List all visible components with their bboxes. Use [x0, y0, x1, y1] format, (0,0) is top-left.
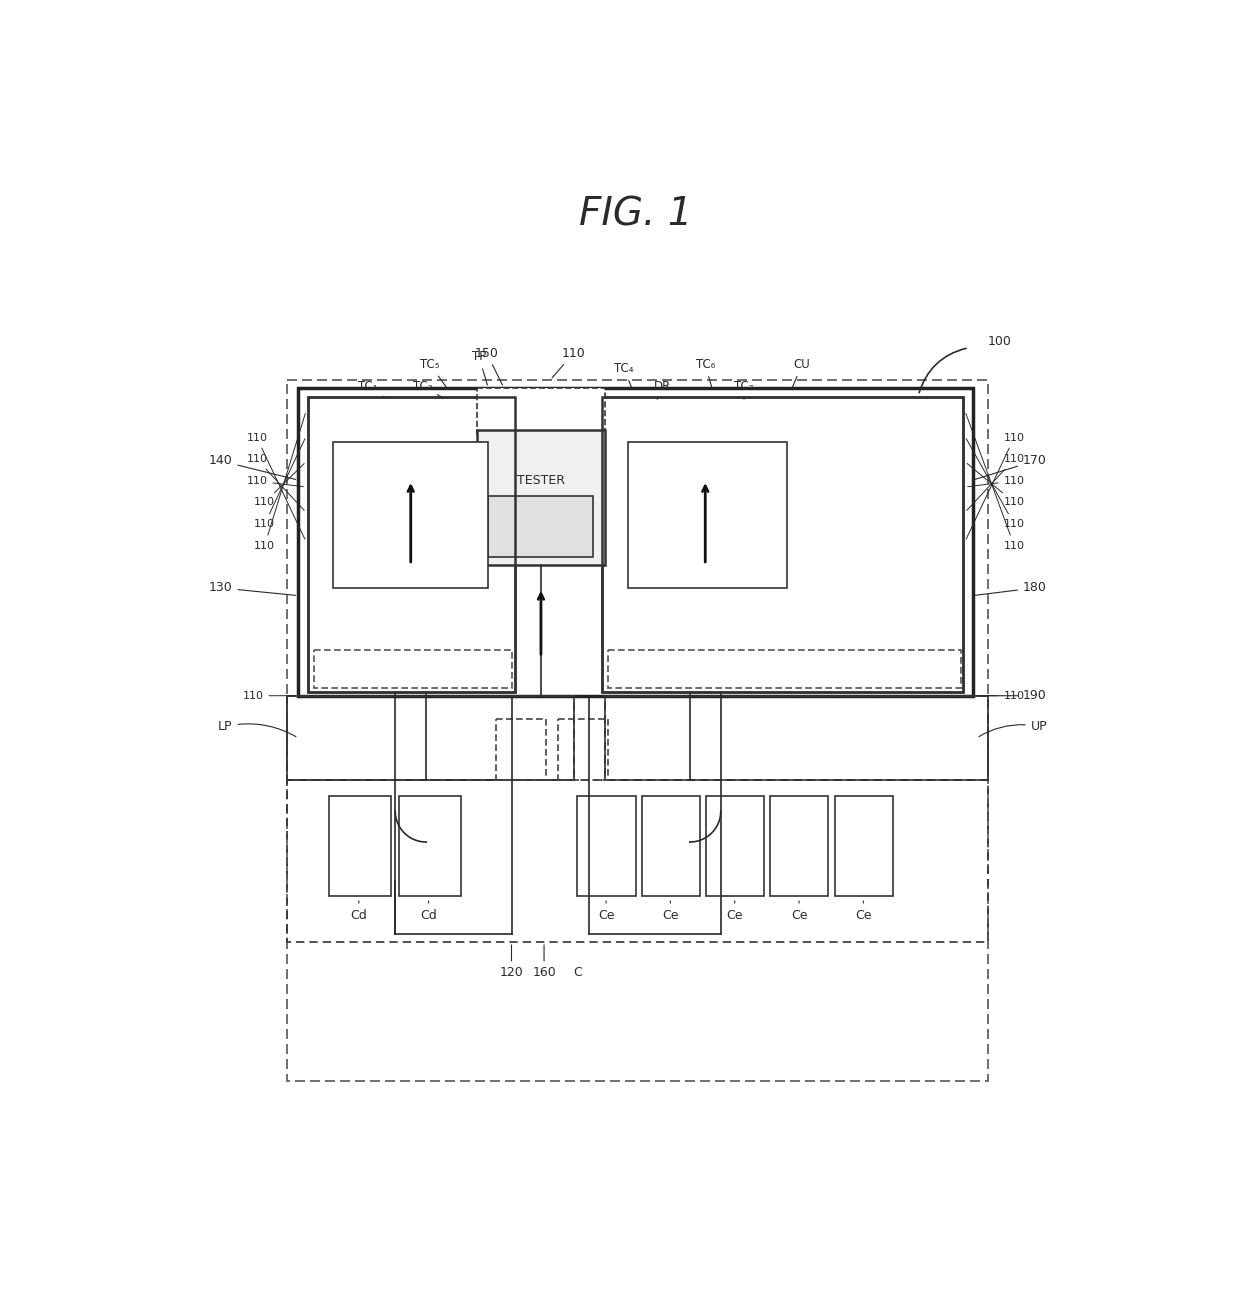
Bar — [308, 447, 516, 494]
Bar — [308, 593, 516, 641]
Bar — [609, 649, 961, 688]
Bar — [558, 718, 609, 781]
Bar — [496, 718, 547, 781]
Bar — [286, 781, 988, 942]
Bar — [578, 795, 635, 896]
Bar — [314, 649, 511, 688]
Text: 160: 160 — [532, 946, 556, 980]
Bar — [334, 441, 489, 588]
Text: Ce: Ce — [791, 901, 807, 922]
Bar — [603, 545, 963, 592]
Text: 130: 130 — [208, 581, 295, 596]
Bar — [605, 696, 988, 781]
Bar — [706, 795, 764, 896]
Bar — [286, 696, 573, 781]
Text: Ce: Ce — [727, 901, 743, 922]
Text: UP: UP — [978, 720, 1048, 737]
Bar — [603, 397, 963, 692]
Text: 100: 100 — [988, 336, 1012, 347]
Text: TESTER: TESTER — [517, 474, 565, 487]
Bar — [286, 696, 573, 781]
Text: TC₄: TC₄ — [614, 362, 634, 389]
Text: 110: 110 — [966, 432, 1024, 539]
Text: 110: 110 — [966, 414, 1024, 551]
Text: Ce: Ce — [662, 901, 678, 922]
Bar — [286, 380, 988, 1081]
Text: Ce: Ce — [598, 901, 614, 922]
Bar — [605, 696, 988, 781]
Text: 110: 110 — [247, 432, 305, 539]
Text: Cd: Cd — [420, 901, 436, 922]
Bar — [603, 447, 963, 494]
Bar — [308, 545, 516, 592]
Text: TC₆: TC₆ — [696, 358, 715, 389]
Text: LP: LP — [218, 720, 296, 737]
Text: C: C — [573, 966, 582, 980]
Bar — [603, 397, 963, 692]
Text: 110: 110 — [967, 475, 1024, 487]
Bar — [476, 430, 605, 564]
Text: TC₇: TC₇ — [734, 380, 754, 400]
Text: 110: 110 — [254, 439, 305, 529]
Text: 110: 110 — [967, 454, 1024, 511]
Bar — [642, 795, 699, 896]
Bar — [770, 795, 828, 896]
Bar — [603, 593, 963, 641]
Text: Cd: Cd — [351, 901, 367, 922]
Text: 110: 110 — [552, 346, 585, 377]
Bar — [308, 495, 516, 543]
Bar — [399, 795, 461, 896]
Text: 110: 110 — [254, 414, 305, 551]
Text: 110: 110 — [967, 464, 1024, 508]
Bar — [308, 397, 516, 692]
Bar — [308, 643, 516, 691]
Text: 180: 180 — [976, 581, 1047, 596]
Bar — [835, 795, 893, 896]
Text: 110: 110 — [247, 454, 304, 511]
Text: TP: TP — [472, 350, 487, 385]
Bar — [603, 643, 963, 691]
Text: TC₅: TC₅ — [420, 358, 448, 389]
Text: 190: 190 — [976, 690, 1047, 703]
Bar — [627, 441, 786, 588]
Bar — [299, 388, 972, 696]
Text: TC₁: TC₁ — [358, 380, 386, 398]
Bar — [330, 795, 392, 896]
Bar — [308, 397, 516, 444]
Bar — [603, 397, 963, 444]
Text: 110: 110 — [254, 464, 304, 508]
Text: 110: 110 — [243, 691, 295, 701]
Text: 150: 150 — [475, 346, 502, 385]
Text: 110: 110 — [980, 691, 1024, 701]
Text: DR: DR — [653, 380, 671, 400]
Text: CU: CU — [791, 358, 811, 389]
Text: 120: 120 — [500, 946, 523, 980]
Text: FIG. 1: FIG. 1 — [579, 196, 692, 234]
Text: Ce: Ce — [856, 901, 872, 922]
Bar — [476, 388, 605, 434]
Text: TC₃: TC₃ — [413, 380, 443, 398]
Bar — [489, 495, 593, 558]
Text: 170: 170 — [976, 454, 1047, 479]
Text: 140: 140 — [208, 454, 295, 479]
Bar — [603, 495, 963, 543]
Bar — [308, 397, 516, 692]
Text: 110: 110 — [247, 475, 304, 487]
Text: 110: 110 — [966, 439, 1024, 529]
